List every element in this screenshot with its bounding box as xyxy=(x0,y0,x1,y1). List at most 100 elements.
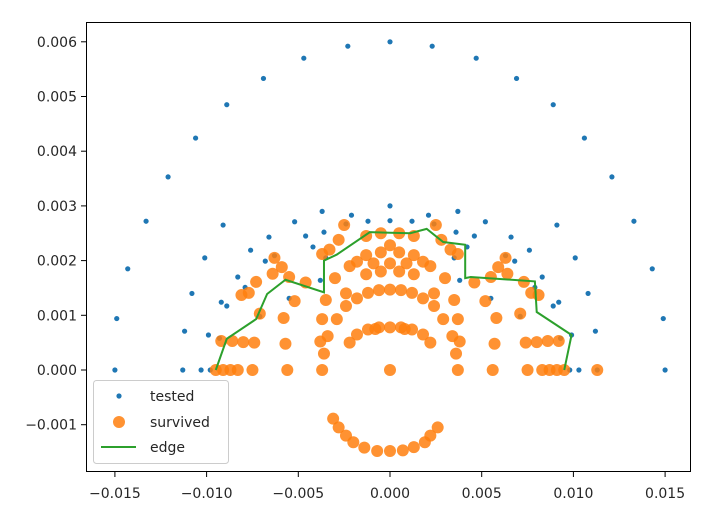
tested-point xyxy=(301,55,307,61)
survived-point xyxy=(374,265,387,278)
survived-point xyxy=(343,336,356,349)
survived-point xyxy=(591,364,604,376)
survived-point xyxy=(317,347,330,360)
survived-point xyxy=(350,328,363,341)
survived-point xyxy=(360,268,373,281)
tested-point xyxy=(526,247,532,253)
survived-point xyxy=(541,335,554,348)
x-tick-label: 0.000 xyxy=(370,486,410,502)
tested-point xyxy=(181,328,188,334)
survived-point xyxy=(396,444,409,457)
tested-point xyxy=(205,332,212,338)
survived-point xyxy=(374,246,387,259)
tested-point xyxy=(317,277,323,283)
tested-point xyxy=(592,328,599,334)
survived-point xyxy=(532,289,545,302)
tested-point xyxy=(539,274,545,280)
survived-point xyxy=(407,249,420,262)
survived-point xyxy=(328,272,341,285)
tested-point xyxy=(662,367,668,373)
survived-point xyxy=(519,336,532,349)
survived-point xyxy=(384,283,396,296)
tested-point xyxy=(310,244,316,250)
survived-point xyxy=(521,364,534,376)
tested-point xyxy=(581,135,588,141)
survived-point xyxy=(552,335,565,348)
survived-point xyxy=(501,267,514,280)
survived-point xyxy=(468,276,481,289)
x-tick-label: 0.005 xyxy=(462,486,502,502)
tested-point xyxy=(220,222,226,228)
tested-point xyxy=(319,208,325,214)
tested-point xyxy=(508,234,514,240)
survived-point xyxy=(450,347,463,360)
legend: tested survived edge xyxy=(93,380,229,464)
survived-point xyxy=(437,313,450,326)
tested-point xyxy=(482,219,488,225)
survived-point xyxy=(275,261,288,274)
tested-point xyxy=(224,303,230,309)
tested-point xyxy=(292,219,298,225)
tested-point xyxy=(572,255,578,261)
survived-point xyxy=(384,364,396,376)
survived-point xyxy=(347,436,360,449)
survived-point xyxy=(448,293,461,306)
x-tick-label: 0.015 xyxy=(645,486,685,502)
survived-point xyxy=(288,295,301,308)
survived-point xyxy=(429,219,442,232)
tested-point xyxy=(585,290,591,297)
survived-point xyxy=(281,364,294,376)
tested-point xyxy=(260,75,267,82)
tested-point xyxy=(345,43,351,49)
survived-point xyxy=(321,330,334,343)
tested-point xyxy=(556,299,562,305)
tested-point xyxy=(303,233,309,239)
survived-point xyxy=(250,275,263,288)
survived-point xyxy=(393,246,406,259)
survived-point xyxy=(237,336,250,349)
tested-point xyxy=(649,266,655,272)
tested-point xyxy=(112,367,118,373)
tested-point xyxy=(550,303,556,309)
survived-point xyxy=(372,284,385,297)
tested-point xyxy=(387,203,393,209)
tested-point xyxy=(471,233,477,239)
tested-point xyxy=(429,43,435,49)
survived-point xyxy=(358,441,371,454)
tested-point xyxy=(455,208,461,214)
survived-point xyxy=(530,336,543,349)
survived-point xyxy=(350,292,363,305)
tested-point xyxy=(453,229,459,235)
edge-line xyxy=(214,227,573,371)
survived-point xyxy=(406,286,419,299)
survived-point xyxy=(424,336,437,349)
x-tick-label: −0.015 xyxy=(89,486,141,502)
tested-point xyxy=(457,277,463,283)
survived-point xyxy=(316,364,329,376)
y-tick-label: −0.001 xyxy=(25,418,77,434)
survived-point xyxy=(417,292,430,305)
axes-frame xyxy=(86,22,691,472)
y-tick-label: 0.003 xyxy=(37,199,77,215)
y-tick-label: 0.000 xyxy=(37,363,77,379)
survived-point xyxy=(266,267,279,280)
legend-label-tested: tested xyxy=(150,389,194,405)
survived-point xyxy=(407,268,420,281)
survived-point xyxy=(338,219,351,232)
survived-point xyxy=(360,249,373,262)
survived-point xyxy=(424,429,437,442)
tested-point xyxy=(321,229,327,235)
tested-point xyxy=(550,102,556,108)
y-axis: −0.001 0.000 0.001 0.002 0.003 0.004 0.005 0.00… xyxy=(25,35,86,434)
survived-point xyxy=(369,322,382,335)
survived-point xyxy=(279,337,292,350)
tested-point xyxy=(248,247,254,253)
y-tick-label: 0.006 xyxy=(37,35,77,51)
survived-point xyxy=(451,364,464,376)
tested-point xyxy=(235,274,241,280)
y-tick-label: 0.002 xyxy=(37,254,77,270)
survived-point xyxy=(492,261,505,274)
survived-point xyxy=(499,251,512,264)
legend-box xyxy=(93,380,229,464)
